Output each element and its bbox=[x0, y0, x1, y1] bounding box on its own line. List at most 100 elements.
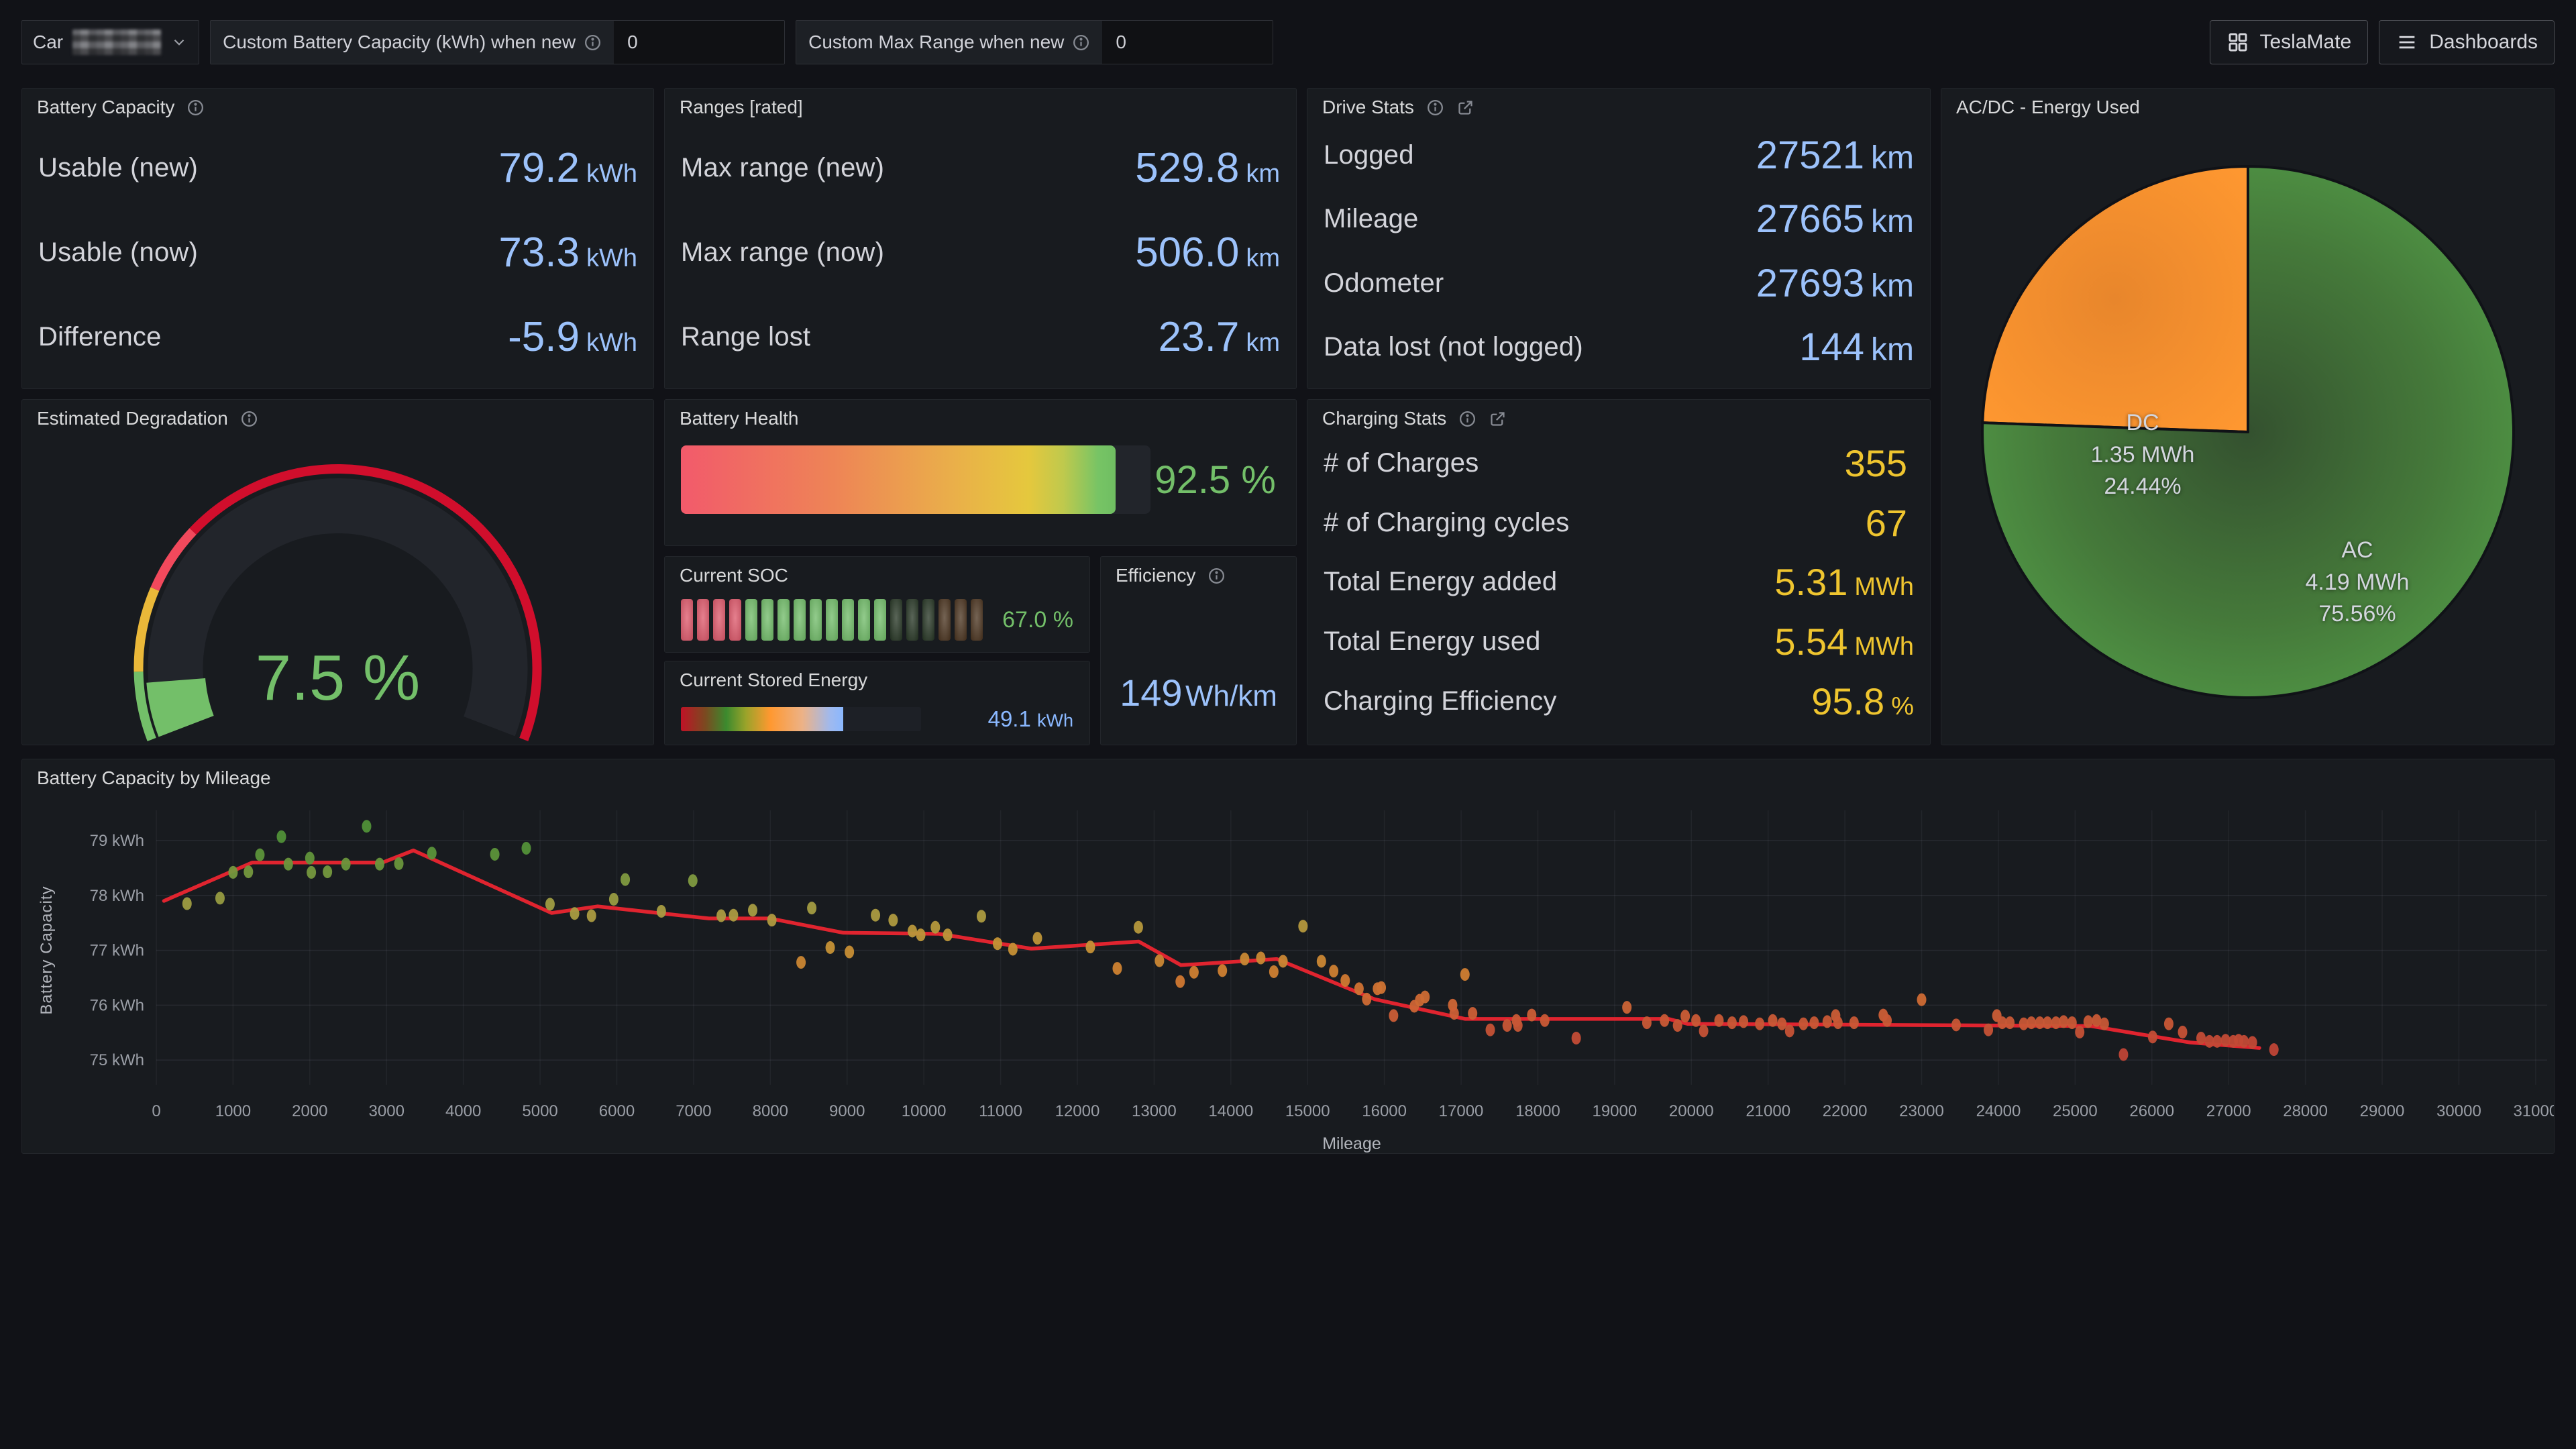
panel-title[interactable]: AC/DC - Energy Used bbox=[1956, 97, 2140, 117]
panel-title[interactable]: Charging Stats bbox=[1322, 408, 1507, 429]
custom-battery-capacity-field: Custom Battery Capacity (kWh) when new 0 bbox=[210, 20, 786, 64]
stat-value: 95.8% bbox=[1811, 680, 1914, 723]
soc-cell bbox=[681, 599, 693, 641]
car-label: Car bbox=[33, 32, 64, 52]
stat-row: Odometer 27693 km bbox=[1324, 261, 1914, 305]
soc-cell bbox=[922, 599, 934, 641]
soc-cell bbox=[826, 599, 838, 641]
panel-title[interactable]: Current SOC bbox=[680, 565, 788, 586]
svg-text:13000: 13000 bbox=[1132, 1102, 1177, 1120]
panel-current-soc: Current SOC 67.0 % bbox=[664, 556, 1090, 653]
panel-estimated-degradation: Estimated Degradation 7.5 % bbox=[21, 399, 654, 745]
soc-cell bbox=[761, 599, 773, 641]
battery-health-value: 92.5 % bbox=[1155, 458, 1276, 502]
info-icon[interactable] bbox=[584, 34, 602, 52]
svg-text:2000: 2000 bbox=[292, 1102, 327, 1120]
stored-energy-bar bbox=[681, 707, 921, 731]
panel-efficiency: Efficiency 149 Wh/km bbox=[1100, 556, 1297, 745]
soc-cell bbox=[810, 599, 822, 641]
svg-text:24000: 24000 bbox=[1976, 1102, 2021, 1120]
chevron-down-icon bbox=[174, 39, 184, 46]
info-icon[interactable] bbox=[186, 99, 205, 117]
panel-battery-health: Battery Health 92.5 % bbox=[664, 399, 1297, 546]
soc-cell bbox=[890, 599, 902, 641]
teslamate-button[interactable]: TeslaMate bbox=[2209, 20, 2369, 64]
svg-text:10000: 10000 bbox=[902, 1102, 947, 1120]
svg-text:1000: 1000 bbox=[215, 1102, 251, 1120]
external-link-icon[interactable] bbox=[1489, 410, 1507, 428]
svg-text:20000: 20000 bbox=[1669, 1102, 1714, 1120]
soc-cell bbox=[906, 599, 918, 641]
svg-text:77 kWh: 77 kWh bbox=[90, 942, 144, 960]
panel-title[interactable]: Efficiency bbox=[1116, 565, 1226, 586]
stat-row: # of Charges 355 bbox=[1324, 441, 1914, 485]
panel-battery-capacity: Battery Capacity Usable (new) 79.2 kWh Us… bbox=[21, 88, 654, 389]
panel-title[interactable]: Drive Stats bbox=[1322, 97, 1474, 118]
panel-drive-stats: Drive Stats Logged 27521 km Mileage 27665… bbox=[1307, 88, 1931, 389]
svg-text:11000: 11000 bbox=[979, 1102, 1022, 1120]
svg-text:7000: 7000 bbox=[676, 1102, 711, 1120]
svg-text:29000: 29000 bbox=[2360, 1102, 2405, 1120]
stat-row: Range lost 23.7 km bbox=[681, 313, 1280, 360]
stat-value: 5.31 MWh bbox=[1774, 561, 1914, 604]
panel-title[interactable]: Estimated Degradation bbox=[37, 408, 258, 429]
degradation-gauge bbox=[133, 464, 542, 741]
custom-max-range-label: Custom Max Range when new bbox=[808, 32, 1065, 52]
svg-text:6000: 6000 bbox=[599, 1102, 635, 1120]
svg-text:26000: 26000 bbox=[2129, 1102, 2174, 1120]
panel-charging-stats: Charging Stats # of Charges 355 # of Cha… bbox=[1307, 399, 1931, 745]
panel-ranges-rated: Ranges [rated] Max range (new) 529.8 km M… bbox=[664, 88, 1297, 389]
panel-title[interactable]: Battery Health bbox=[680, 408, 799, 429]
efficiency-value: 149 Wh/km bbox=[1120, 672, 1277, 714]
stored-energy-bar-fill bbox=[681, 707, 844, 731]
info-icon[interactable] bbox=[240, 410, 258, 428]
car-select-value-redacted[interactable] bbox=[72, 30, 162, 55]
panel-title[interactable]: Current Stored Energy bbox=[680, 669, 868, 690]
svg-text:12000: 12000 bbox=[1055, 1102, 1100, 1120]
stat-value: 529.8 km bbox=[1135, 145, 1280, 192]
stat-row: Logged 27521 km bbox=[1324, 133, 1914, 178]
svg-text:19000: 19000 bbox=[1592, 1102, 1637, 1120]
svg-text:9000: 9000 bbox=[829, 1102, 865, 1120]
stat-value: 144 km bbox=[1799, 325, 1914, 369]
stat-value: 73.3 kWh bbox=[498, 229, 637, 276]
svg-text:15000: 15000 bbox=[1285, 1102, 1330, 1120]
dashboards-button[interactable]: Dashboards bbox=[2379, 20, 2555, 64]
dashboard-toolbar: Car Custom Battery Capacity (kWh) when n… bbox=[21, 20, 2555, 64]
stat-value: 79.2 kWh bbox=[498, 145, 637, 192]
info-icon[interactable] bbox=[1072, 34, 1090, 52]
svg-text:14000: 14000 bbox=[1208, 1102, 1253, 1120]
svg-text:22000: 22000 bbox=[1823, 1102, 1868, 1120]
panel-title[interactable]: Ranges [rated] bbox=[680, 97, 803, 117]
menu-icon bbox=[2398, 36, 2416, 49]
battery-capacity-scatter-chart[interactable]: 0 1000 2000 3000 4000 5000 6000 7000 8000 9000 100… bbox=[22, 759, 2554, 1153]
soc-cell bbox=[697, 599, 709, 641]
svg-text:25000: 25000 bbox=[2053, 1102, 2098, 1120]
panel-title[interactable]: Battery Capacity by Mileage bbox=[37, 767, 271, 788]
panel-current-stored-energy: Current Stored Energy 49.1 kWh bbox=[664, 661, 1090, 745]
info-icon[interactable] bbox=[1208, 567, 1226, 585]
info-icon[interactable] bbox=[1458, 410, 1477, 428]
panel-title[interactable]: Battery Capacity bbox=[37, 97, 205, 118]
degradation-value: 7.5 % bbox=[255, 642, 421, 714]
grid-icon bbox=[2229, 33, 2247, 52]
info-icon[interactable] bbox=[1426, 99, 1444, 117]
svg-text:5000: 5000 bbox=[522, 1102, 557, 1120]
acdc-pie-chart[interactable] bbox=[1941, 89, 2554, 743]
soc-cell bbox=[777, 599, 790, 641]
stat-value: 27521 km bbox=[1756, 133, 1914, 178]
stat-value: 27665 km bbox=[1756, 197, 1914, 241]
custom-battery-capacity-input[interactable]: 0 bbox=[614, 21, 785, 64]
panel-battery-capacity-by-mileage: Battery Capacity by Mileage 0 1000 2000 300… bbox=[21, 759, 2555, 1154]
svg-text:17000: 17000 bbox=[1439, 1102, 1484, 1120]
soc-cell bbox=[971, 599, 983, 641]
car-variable-dropdown[interactable]: Car bbox=[21, 20, 200, 64]
svg-text:75 kWh: 75 kWh bbox=[90, 1051, 144, 1069]
stat-row: Usable (now) 73.3 kWh bbox=[38, 229, 637, 276]
svg-text:3000: 3000 bbox=[369, 1102, 405, 1120]
svg-text:76 kWh: 76 kWh bbox=[90, 996, 144, 1014]
custom-max-range-field: Custom Max Range when new 0 bbox=[796, 20, 1274, 64]
external-link-icon[interactable] bbox=[1456, 99, 1474, 117]
custom-max-range-input[interactable]: 0 bbox=[1102, 21, 1273, 64]
